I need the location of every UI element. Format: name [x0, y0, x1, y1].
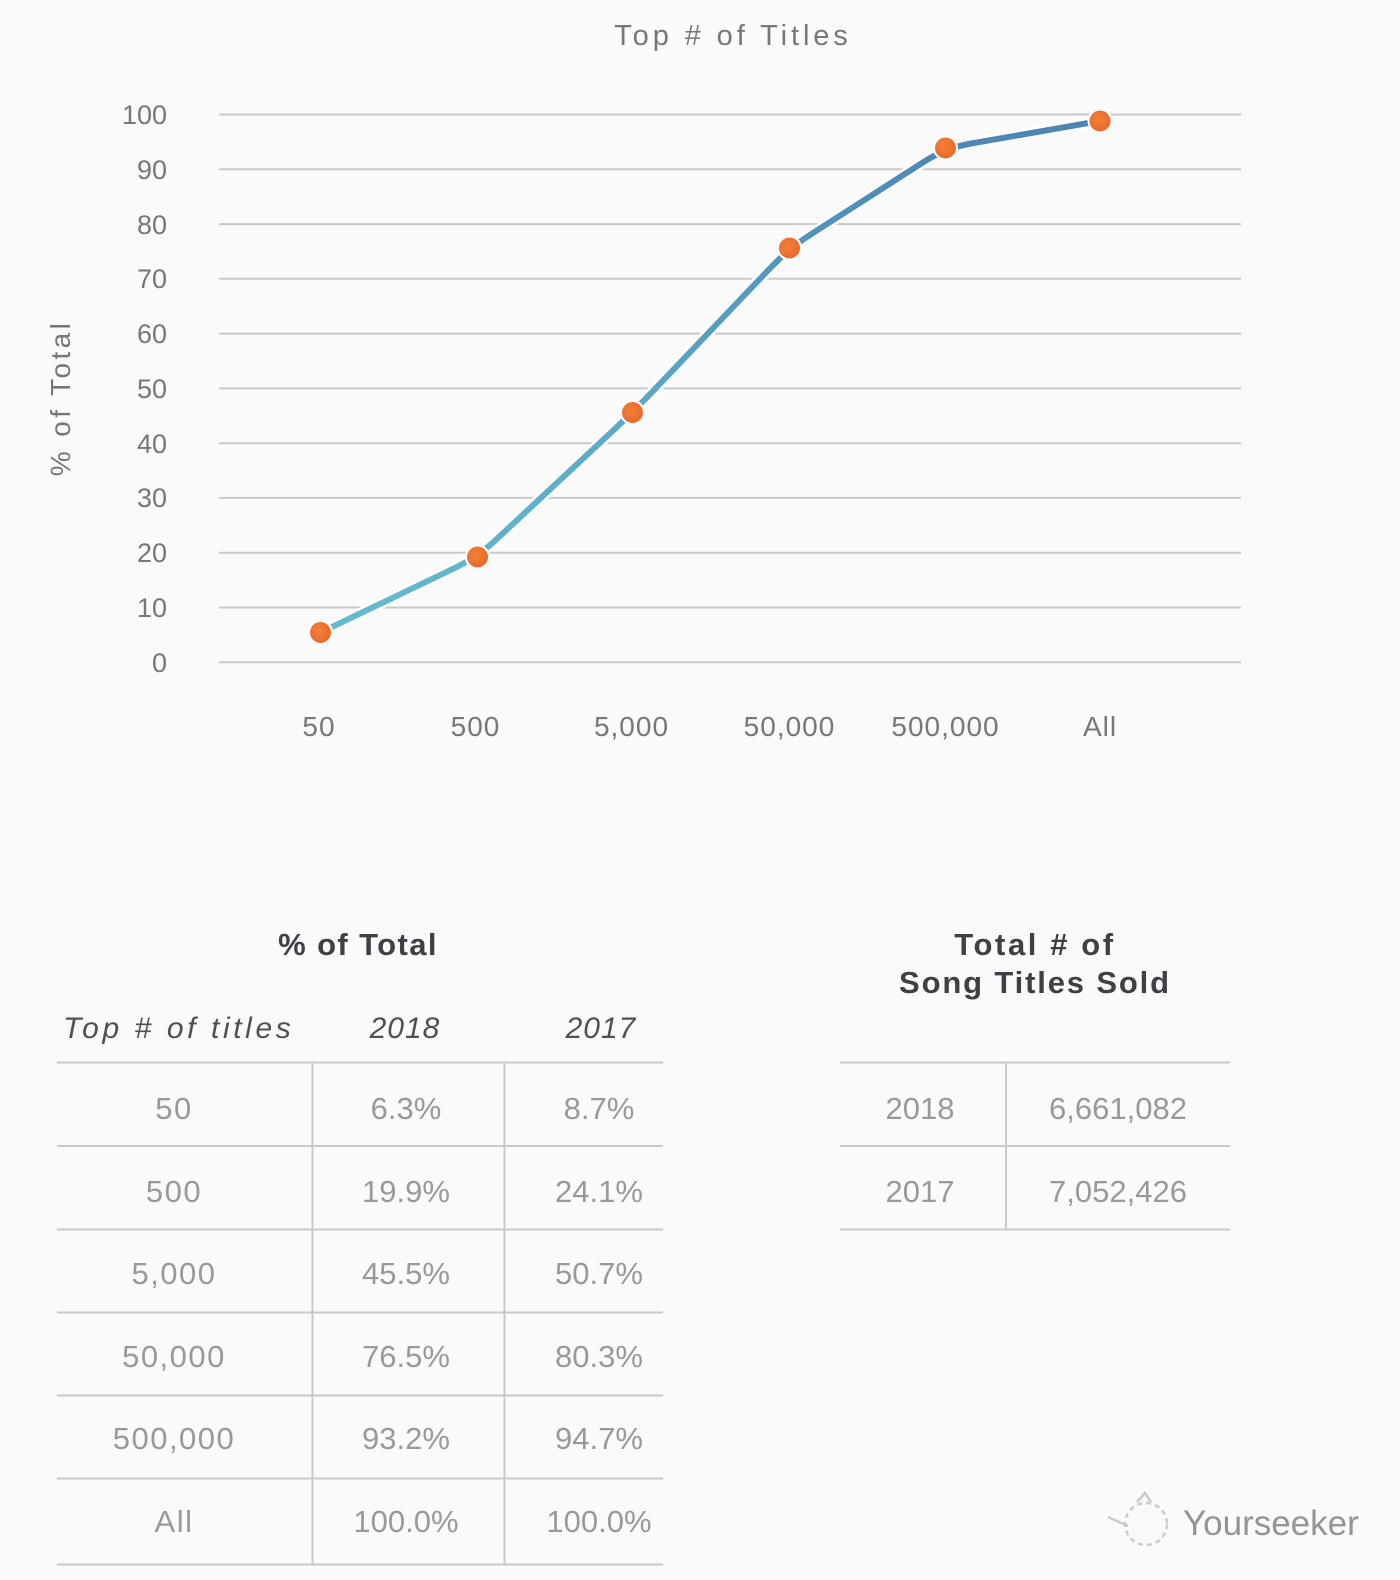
svg-text:All: All	[1083, 711, 1117, 742]
svg-text:19.9%: 19.9%	[362, 1174, 450, 1209]
svg-text:50: 50	[137, 374, 167, 404]
svg-text:6,661,082: 6,661,082	[1049, 1091, 1187, 1126]
svg-text:90: 90	[137, 155, 167, 185]
svg-text:2018: 2018	[886, 1091, 955, 1126]
svg-text:% of Total: % of Total	[278, 927, 438, 962]
svg-text:24.1%: 24.1%	[555, 1174, 643, 1209]
svg-text:5,000: 5,000	[131, 1256, 216, 1291]
svg-text:80.3%: 80.3%	[555, 1339, 643, 1374]
svg-text:% of Total: % of Total	[45, 320, 76, 476]
svg-text:500,000: 500,000	[891, 711, 999, 742]
svg-text:20: 20	[137, 538, 167, 568]
svg-text:Top # of titles: Top # of titles	[63, 1012, 294, 1045]
svg-text:30: 30	[137, 483, 167, 513]
svg-text:500,000: 500,000	[113, 1421, 236, 1456]
svg-text:70: 70	[137, 264, 167, 294]
svg-text:Top # of Titles: Top # of Titles	[614, 20, 851, 52]
svg-text:8.7%: 8.7%	[564, 1091, 635, 1126]
svg-text:100.0%: 100.0%	[546, 1504, 651, 1539]
svg-text:2018: 2018	[369, 1012, 441, 1045]
svg-text:0: 0	[152, 648, 167, 678]
svg-text:Total # of: Total # of	[954, 927, 1115, 962]
svg-text:45.5%: 45.5%	[362, 1256, 450, 1291]
svg-text:6.3%: 6.3%	[371, 1091, 442, 1126]
svg-text:Song Titles Sold: Song Titles Sold	[899, 965, 1171, 1000]
svg-text:10: 10	[137, 593, 167, 623]
svg-text:500: 500	[451, 711, 501, 742]
svg-text:2017: 2017	[565, 1012, 637, 1045]
svg-text:50: 50	[302, 711, 335, 742]
svg-text:5,000: 5,000	[594, 711, 669, 742]
svg-text:500: 500	[146, 1174, 202, 1209]
svg-text:50: 50	[155, 1091, 192, 1126]
svg-text:40: 40	[137, 429, 167, 459]
svg-text:7,052,426: 7,052,426	[1049, 1174, 1187, 1209]
svg-text:50.7%: 50.7%	[555, 1256, 643, 1291]
svg-text:80: 80	[137, 210, 167, 240]
svg-text:93.2%: 93.2%	[362, 1421, 450, 1456]
svg-text:76.5%: 76.5%	[362, 1339, 450, 1374]
svg-text:100.0%: 100.0%	[353, 1504, 458, 1539]
svg-text:Yourseeker: Yourseeker	[1183, 1504, 1359, 1543]
svg-text:50,000: 50,000	[122, 1339, 226, 1374]
svg-text:94.7%: 94.7%	[555, 1421, 643, 1456]
svg-text:2017: 2017	[886, 1174, 955, 1209]
svg-text:60: 60	[137, 319, 167, 349]
svg-text:All: All	[155, 1504, 194, 1539]
svg-text:50,000: 50,000	[744, 711, 836, 742]
svg-text:100: 100	[122, 100, 167, 130]
